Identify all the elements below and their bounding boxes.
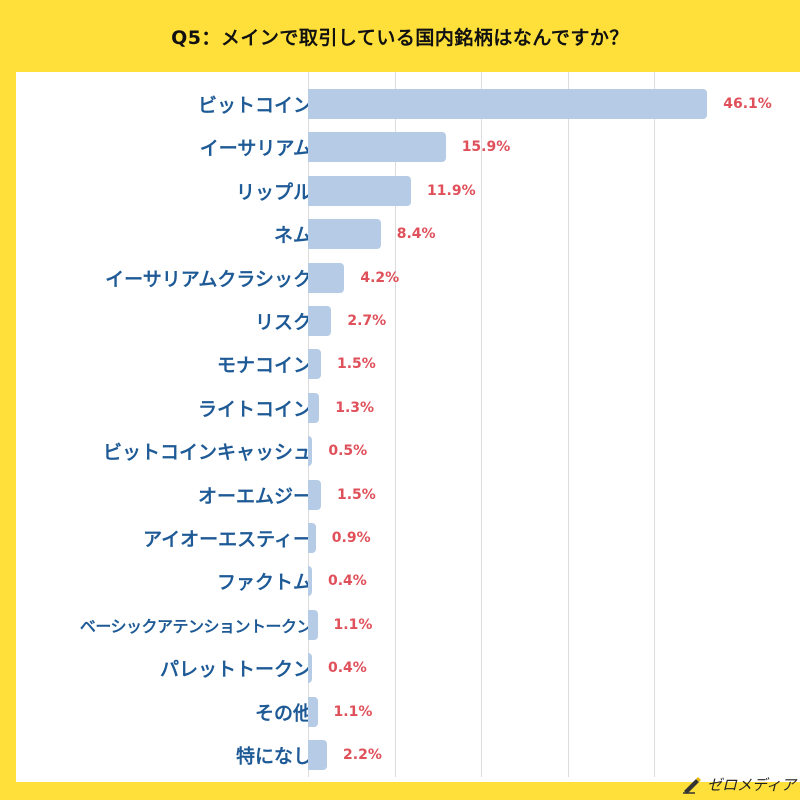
category-label: その他 — [254, 702, 312, 725]
gridline — [567, 72, 569, 777]
value-label: 11.9% — [427, 182, 476, 199]
value-label: 4.2% — [360, 269, 400, 286]
value-label: 0.4% — [328, 573, 367, 590]
category-label: モナコイン — [216, 354, 312, 377]
pen-icon — [683, 777, 702, 794]
category-label: ファクトム — [216, 571, 312, 594]
category-label: ビットコインキャッシュ — [102, 441, 312, 464]
category-label: ネム — [273, 224, 312, 247]
bar — [308, 653, 312, 684]
chart-title: Q5：メインで取引している国内銘柄はなんですか？ — [171, 26, 629, 49]
category-label: ライトコイン — [197, 398, 312, 421]
value-label: 1.5% — [336, 486, 376, 503]
bar — [308, 349, 321, 380]
category-label: アイオーエスティー — [143, 528, 312, 551]
gridline — [481, 72, 483, 777]
chart-panel: ビットコイン イーサリアムリップルネムイーサリアムクラシックリスクモナコインライト… — [16, 72, 800, 782]
brand-logo: ゼロメディア — [681, 770, 796, 798]
bar — [308, 566, 312, 597]
bar — [308, 89, 708, 119]
bar — [308, 132, 446, 163]
gridline — [654, 72, 656, 777]
category-label: ベーシックアテンショントークン — [79, 616, 313, 636]
value-label: 46.1% — [723, 96, 772, 112]
category-label: オーエムジー — [197, 485, 312, 508]
bar — [308, 175, 412, 206]
value-label: 0.9% — [331, 530, 371, 546]
category-labels: ビットコイン イーサリアムリップルネムイーサリアムクラシックリスクモナコインライト… — [16, 72, 313, 782]
bar — [308, 740, 328, 770]
logo-text: ゼロメディア — [707, 775, 796, 794]
bar — [308, 609, 318, 640]
value-label: 1.1% — [333, 703, 373, 720]
category-label: ビットコイン — [197, 94, 312, 117]
bar — [308, 479, 321, 510]
bar — [308, 696, 318, 727]
value-label: 1.3% — [335, 399, 375, 416]
category-label: リップル — [235, 181, 312, 204]
value-label: 2.7% — [347, 313, 387, 329]
value-label: 1.1% — [333, 616, 373, 633]
value-label: 0.5% — [328, 443, 368, 460]
value-label: 15.9% — [461, 139, 511, 156]
bar — [308, 219, 381, 250]
category-label: パレットトークン — [159, 658, 312, 681]
category-label: イーサリアム — [199, 137, 312, 160]
value-label: 1.5% — [336, 356, 376, 373]
bar — [308, 306, 332, 336]
gridline — [394, 72, 396, 777]
bar — [308, 262, 345, 293]
category-label: リスク — [254, 311, 312, 334]
category-label: 特になし — [235, 745, 312, 768]
value-label: 8.4% — [396, 226, 436, 243]
category-label: イーサリアムクラシック — [105, 268, 312, 291]
bar — [308, 523, 316, 553]
value-label: 2.2% — [343, 747, 382, 763]
gridline — [308, 72, 309, 777]
bar — [308, 436, 313, 467]
bar — [308, 392, 320, 423]
value-label: 0.4% — [328, 660, 367, 677]
